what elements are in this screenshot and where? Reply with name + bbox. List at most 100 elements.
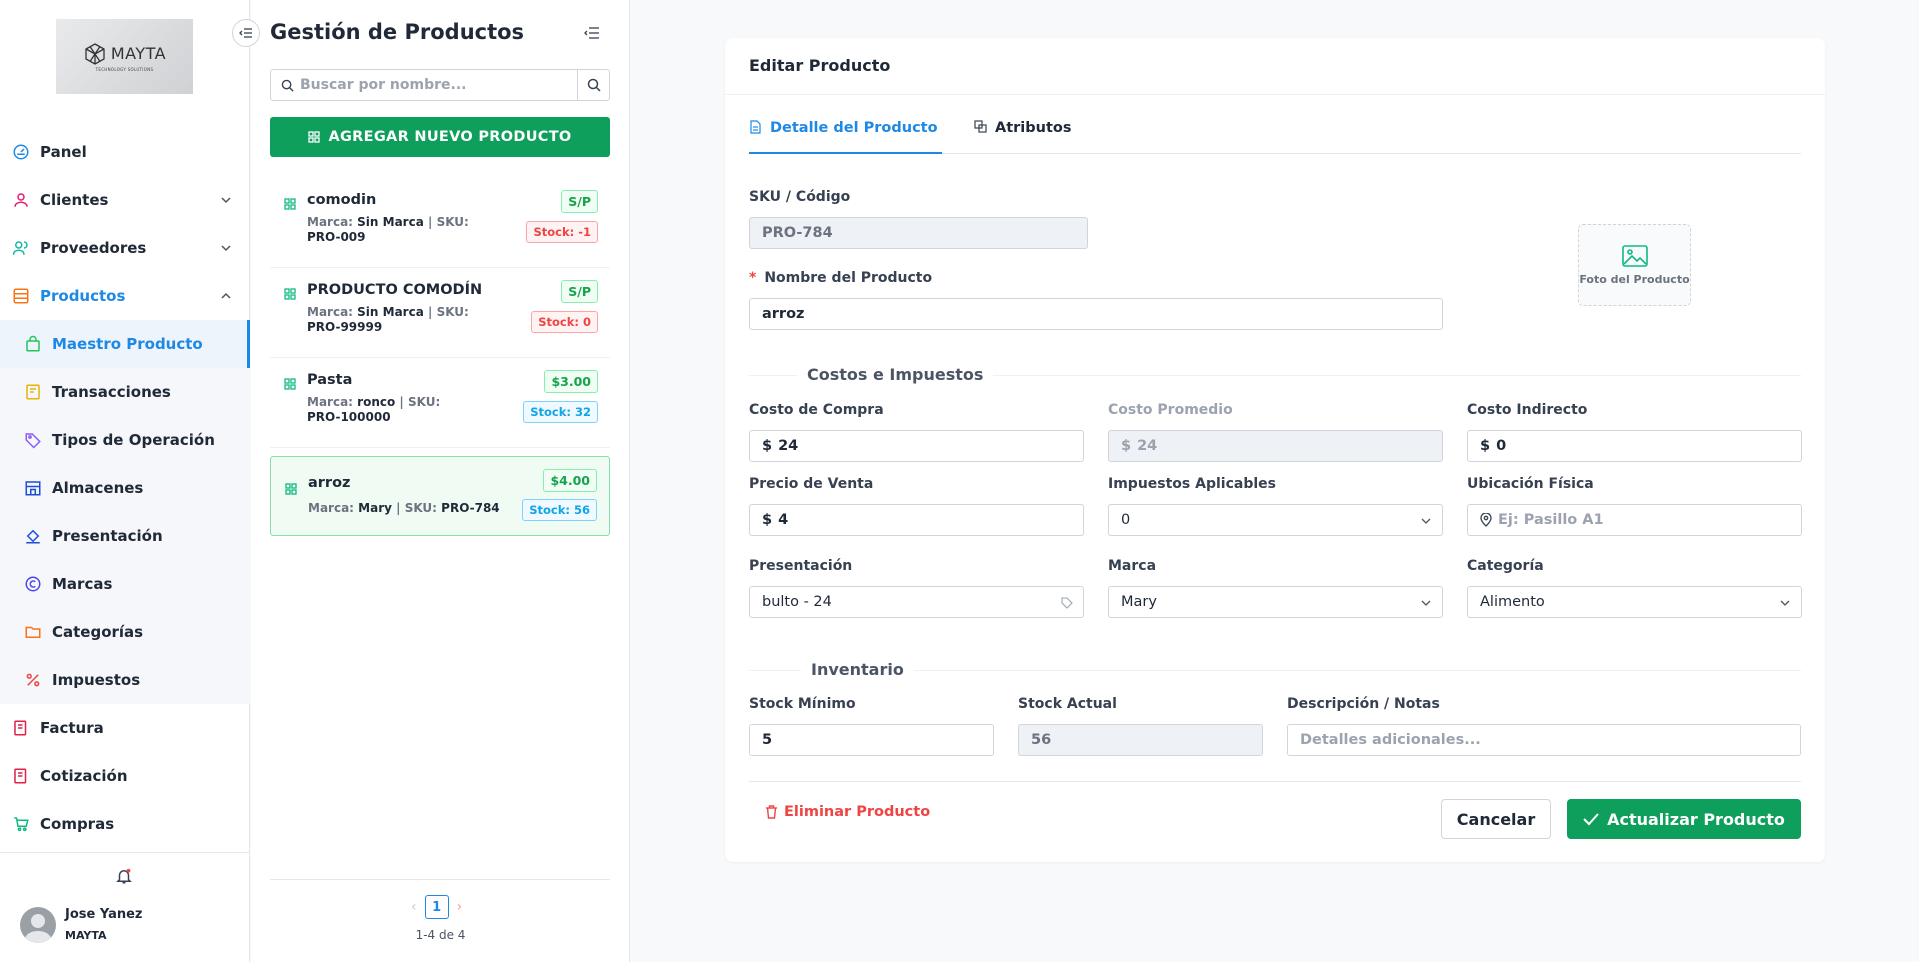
grid-icon [284, 378, 296, 390]
sidebar-item-factura[interactable]: Factura [0, 704, 250, 752]
search-input[interactable]: Buscar por nombre... [271, 70, 577, 100]
avg-cost-value: 24 [1137, 438, 1158, 454]
sidebar-item-label: Almacenes [52, 479, 144, 497]
sidebar-item-cotizacion[interactable]: Cotización [0, 752, 250, 800]
avg-cost-field: $24 [1108, 430, 1443, 462]
sidebar-item-label: Maestro Producto [52, 335, 203, 353]
product-list-item-selected[interactable]: arroz Marca: Mary | SKU: PRO-784 $4.00 S… [270, 456, 610, 536]
grid-icon [284, 198, 296, 210]
avatar[interactable] [20, 907, 56, 943]
divider [749, 375, 1801, 376]
bell-icon[interactable] [115, 867, 133, 885]
sidebar-item-proveedores[interactable]: Proveedores [0, 224, 250, 272]
notes-field[interactable]: Detalles adicionales... [1287, 724, 1801, 756]
sidebar-item-impuestos[interactable]: Impuestos [0, 656, 250, 704]
sidebar-item-label: Factura [40, 719, 104, 737]
sidebar-item-almacenes[interactable]: Almacenes [0, 464, 250, 512]
brand-label: Marca: [308, 501, 354, 515]
price-badge: S/P [561, 190, 598, 213]
sidebar-item-label: Productos [40, 287, 126, 305]
brand-logo[interactable]: MAYTA TECHNOLOGY SOLUTIONS [56, 19, 193, 94]
location-field[interactable]: Ej: Pasillo A1 [1467, 504, 1802, 536]
current-stock-field: 56 [1018, 724, 1263, 756]
logo-tagline: TECHNOLOGY SOLUTIONS [95, 66, 154, 72]
sidebar-item-label: Transacciones [52, 383, 171, 401]
product-name-label: * Nombre del Producto [749, 270, 932, 286]
list-menu-icon[interactable] [584, 25, 600, 41]
dashboard-icon [13, 144, 29, 160]
product-list-item[interactable]: PRODUCTO COMODÍN Marca: Sin Marca | SKU:… [270, 268, 610, 358]
indirect-cost-value: 0 [1496, 438, 1507, 454]
page-number-button[interactable]: 1 [424, 895, 449, 919]
delete-product-button[interactable]: Eliminar Producto [765, 804, 930, 820]
tax-select[interactable]: 0 [1108, 504, 1443, 536]
chevron-down-icon [221, 245, 231, 252]
brand-label: Marca: [307, 395, 353, 409]
tax-label: Impuestos Aplicables [1108, 476, 1276, 492]
grid-icon [308, 131, 321, 143]
sidebar-item-label: Presentación [52, 527, 163, 545]
tab-atributos[interactable]: Atributos [974, 120, 1072, 154]
min-stock-field[interactable]: 5 [749, 724, 994, 756]
paint-bucket-icon [26, 529, 40, 544]
stock-badge: Stock: 0 [531, 311, 598, 333]
sku-label: SKU: [436, 215, 469, 229]
update-product-button[interactable]: Actualizar Producto [1567, 799, 1801, 839]
sidebar-item-productos[interactable]: Productos [0, 272, 250, 320]
tag-icon [25, 433, 41, 449]
sidebar-collapse-button[interactable] [232, 19, 260, 47]
sidebar-item-panel[interactable]: Panel [0, 128, 250, 176]
sku-label: SKU: [436, 305, 469, 319]
sidebar-item-transacciones[interactable]: Transacciones [0, 368, 250, 416]
product-meta: Marca: Sin Marca | SKU: PRO-99999 [307, 305, 469, 334]
copy-icon [974, 120, 987, 133]
copyright-icon [25, 576, 41, 592]
sidebar-item-categorias[interactable]: Categorías [0, 608, 250, 656]
sidebar-item-marcas[interactable]: Marcas [0, 560, 250, 608]
divider [270, 879, 610, 880]
sidebar-item-clientes[interactable]: Clientes [0, 176, 250, 224]
price-field[interactable]: $4 [749, 504, 1084, 536]
sidebar-item-compras[interactable]: Compras [0, 800, 250, 848]
brand-select[interactable]: Mary [1108, 586, 1443, 618]
currency-symbol: $ [1121, 438, 1132, 454]
category-select[interactable]: Alimento [1467, 586, 1802, 618]
sidebar-item-label: Impuestos [52, 671, 141, 689]
sidebar-item-tipos-operacion[interactable]: Tipos de Operación [0, 416, 250, 464]
prev-page-button[interactable]: ‹ [411, 899, 417, 915]
sidebar-item-label: Panel [40, 143, 87, 161]
search-button[interactable] [577, 70, 609, 100]
product-photo-upload[interactable]: Foto del Producto [1578, 224, 1691, 306]
add-product-button[interactable]: AGREGAR NUEVO PRODUCTO [270, 117, 610, 157]
logo-mark-icon [85, 42, 105, 65]
store-icon [25, 481, 41, 496]
presentation-label: Presentación [749, 558, 853, 574]
user-avatar-icon [24, 914, 52, 943]
search-placeholder: Buscar por nombre... [300, 77, 467, 93]
sidebar-item-maestro-producto[interactable]: Maestro Producto [0, 320, 250, 368]
notes-label: Descripción / Notas [1287, 696, 1440, 712]
product-list-item[interactable]: comodin Marca: Sin Marca | SKU: PRO-009 S… [270, 178, 610, 268]
divider [725, 94, 1825, 95]
sidebar-item-presentacion[interactable]: Presentación [0, 512, 250, 560]
product-name-field[interactable]: arroz [749, 298, 1443, 330]
logo-name: MAYTA [110, 44, 167, 63]
currency-symbol: $ [1480, 438, 1491, 454]
product-list-item[interactable]: Pasta Marca: ronco | SKU: PRO-100000 $3.0… [270, 358, 610, 448]
product-brand: Sin Marca [357, 305, 424, 319]
document-icon [750, 120, 761, 134]
currency-symbol: $ [762, 438, 773, 454]
cost-field[interactable]: $24 [749, 430, 1084, 462]
indirect-cost-field[interactable]: $0 [1467, 430, 1802, 462]
required-marker: * [749, 270, 757, 286]
chevron-down-icon [1421, 518, 1431, 524]
tab-detalle[interactable]: Detalle del Producto [749, 120, 942, 154]
tab-bar: Detalle del Producto Atributos [749, 120, 1801, 154]
next-page-button[interactable]: › [456, 899, 463, 915]
users-icon [12, 241, 28, 255]
cancel-button[interactable]: Cancelar [1441, 799, 1551, 839]
stock-badge: Stock: -1 [526, 221, 598, 243]
avg-cost-label: Costo Promedio [1108, 402, 1233, 418]
section-title: Costos e Impuestos [797, 365, 994, 384]
presentation-select[interactable]: bulto - 24 [749, 586, 1084, 618]
